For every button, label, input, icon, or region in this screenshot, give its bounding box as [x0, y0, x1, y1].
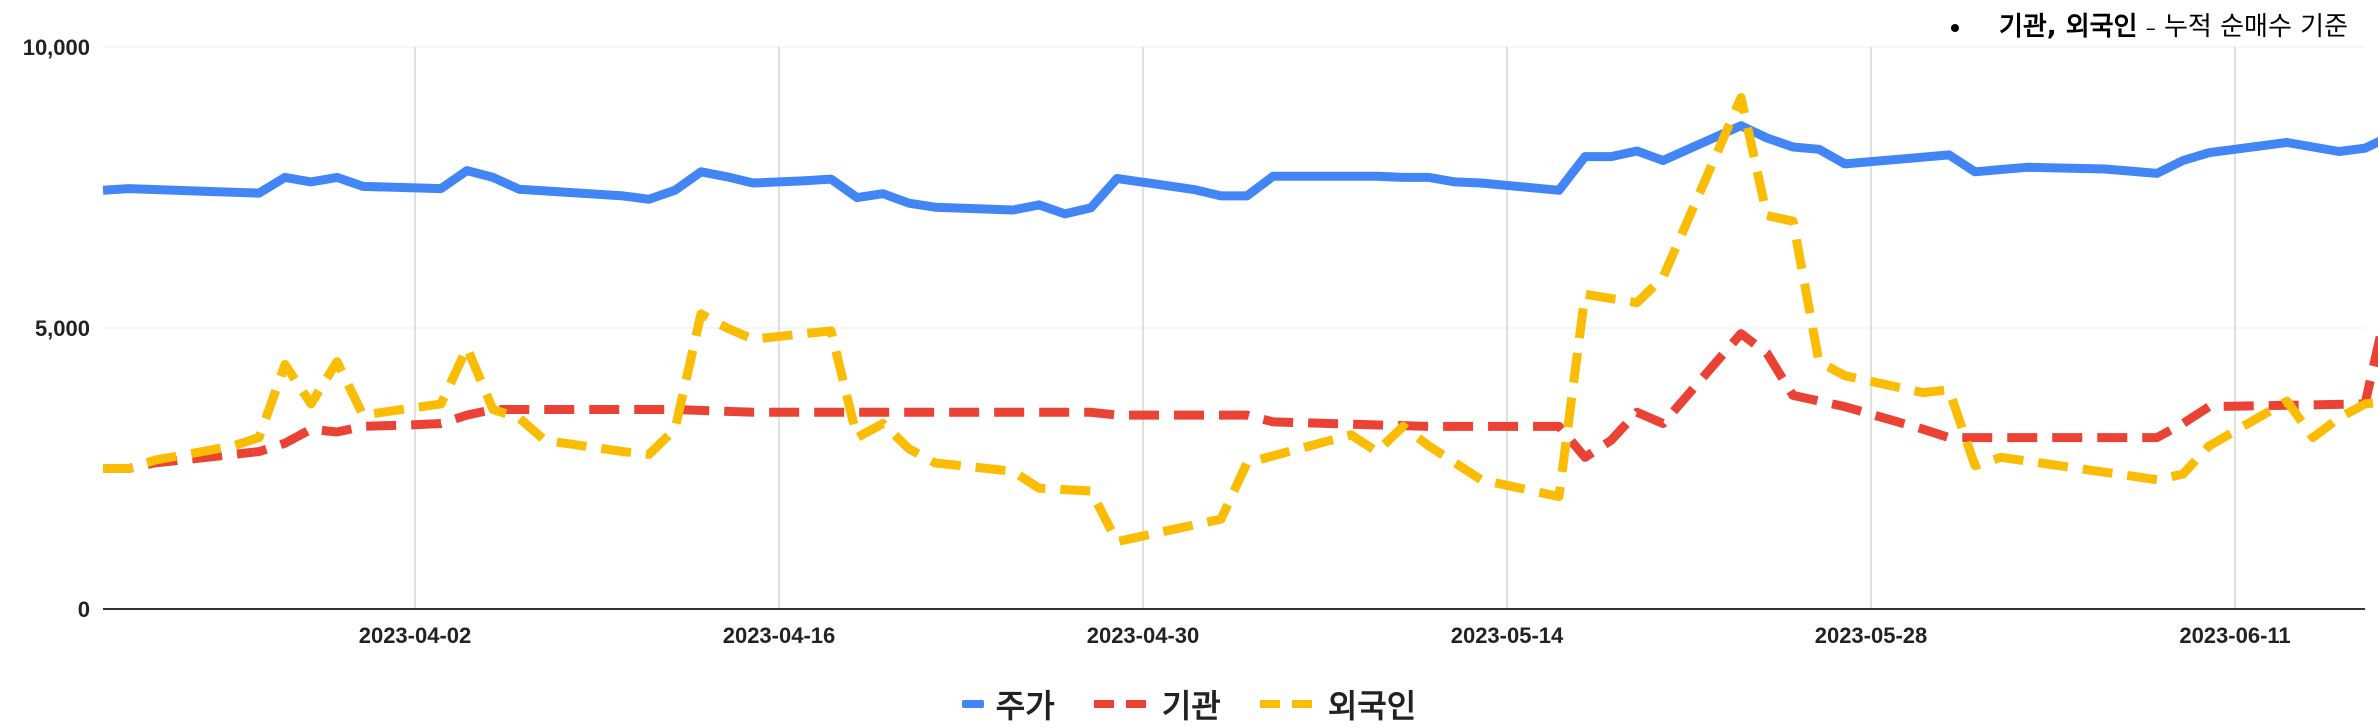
bullet-icon [1950, 23, 1959, 32]
y-tick-label: 10,000 [23, 35, 90, 60]
legend-label-stock-price: 주가 [995, 687, 1055, 725]
x-axis-ticks: 2023-04-02 2023-04-16 2023-04-30 2023-05-14… [359, 623, 2291, 648]
legend[interactable]: 주가 기관 외국인 [0, 678, 2378, 727]
note-bold-text: 기관, 외국인 [1998, 12, 2138, 42]
series-line-stock-price [102, 121, 2378, 219]
legend-swatch-foreigner [1259, 700, 1316, 708]
note-dash: – [2145, 16, 2156, 40]
y-axis-ticks: 0 5,000 10,000 [23, 35, 90, 622]
x-tick-label: 2023-05-28 [1815, 623, 1928, 648]
y-tick-label: 5,000 [35, 316, 90, 341]
series-lines [102, 93, 2378, 547]
x-tick-label: 2023-04-16 [723, 623, 836, 648]
x-tick-label: 2023-04-30 [1087, 623, 1200, 648]
legend-label-institution: 기관 [1161, 687, 1221, 725]
chart-note: 기관, 외국인 – 누적 순매수 기준 [1950, 6, 2348, 43]
legend-label-foreigner: 외국인 [1327, 687, 1417, 725]
legend-swatch-stock-price [961, 700, 984, 708]
legend-item-stock-price[interactable]: 주가 [961, 681, 1055, 727]
legend-item-foreigner[interactable]: 외국인 [1259, 681, 1417, 727]
x-tick-label: 2023-04-02 [359, 623, 472, 648]
x-tick-label: 2023-05-14 [1451, 623, 1564, 648]
x-tick-label: 2023-06-11 [2179, 623, 2290, 648]
legend-swatch-institution [1093, 700, 1150, 708]
grid-lines [103, 46, 2365, 609]
y-tick-label: 0 [78, 597, 90, 622]
legend-item-institution[interactable]: 기관 [1093, 681, 1221, 727]
series-line-institution [103, 325, 2378, 473]
note-text: 누적 순매수 기준 [2164, 12, 2348, 42]
